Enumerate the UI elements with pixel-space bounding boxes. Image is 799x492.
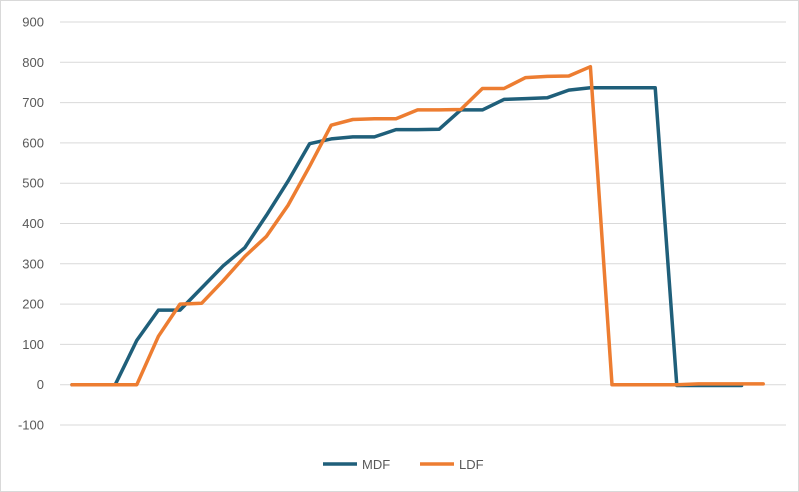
y-tick-label: 200 [22,297,44,312]
series-line-ldf [70,64,765,387]
y-tick-label: 500 [22,176,44,191]
legend-item-ldf: LDF [420,457,484,472]
y-tick-label: 400 [22,216,44,231]
legend-item-mdf: MDF [323,457,390,472]
y-tick-label: 800 [22,55,44,70]
y-axis-ticks: -100 0 100 200 300 400 500 600 700 800 900 [18,15,44,433]
gridlines [60,21,786,426]
y-tick-label: 300 [22,256,44,271]
legend-label: LDF [459,457,484,472]
y-tick-label: 600 [22,135,44,150]
y-tick-label: 100 [22,337,44,352]
y-tick-label: 700 [22,95,44,110]
series-line-mdf [70,85,744,388]
legend: MDF LDF [323,457,484,472]
series-lines [70,64,765,388]
y-tick-label: 900 [22,15,44,30]
y-tick-label: -100 [18,418,44,433]
y-tick-label: 0 [37,377,44,392]
legend-label: MDF [362,457,390,472]
